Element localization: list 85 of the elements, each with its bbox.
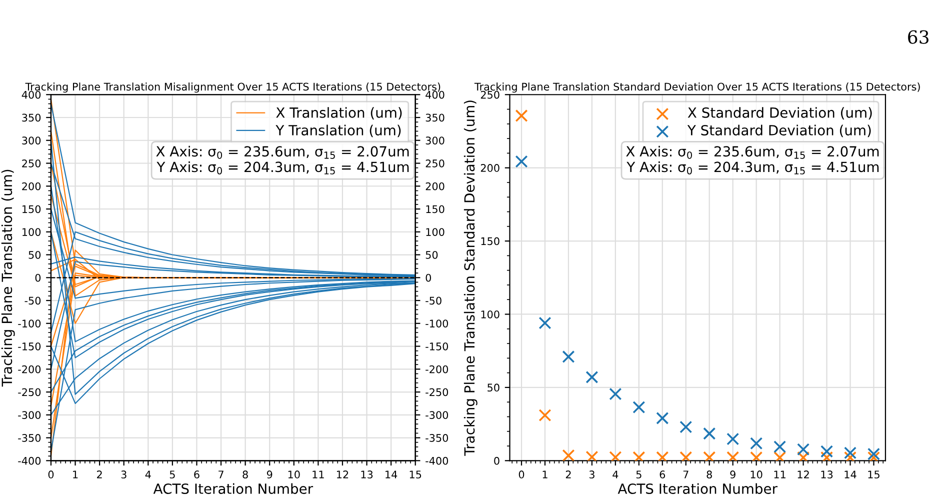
y2-tick-label: 300 xyxy=(426,136,444,144)
x-tick-label: 7 xyxy=(683,470,688,478)
x-tick-label: 14 xyxy=(386,470,398,478)
y2-tick-label: -200 xyxy=(426,365,448,374)
x-tick-label: 8 xyxy=(706,470,712,478)
y-tick-label: 50 xyxy=(488,384,500,392)
y-tick-label: 0 xyxy=(35,274,41,282)
text: 63 xyxy=(908,30,928,44)
x-tick-label: 13 xyxy=(361,470,373,478)
x-tick-label: 11 xyxy=(312,470,324,478)
y-tick-label: 150 xyxy=(481,237,500,246)
y2-tick-label: 250 xyxy=(426,159,444,168)
x-tick-label: 9 xyxy=(730,470,736,478)
y-tick-label: 400 xyxy=(22,90,41,99)
y2-tick-label: -400 xyxy=(426,456,448,465)
y-tick-label: -100 xyxy=(18,320,41,328)
chart-title: Tracking Plane Translation Misalignment Over 15 ACTS Iterations (15 Detectors) xyxy=(25,82,440,93)
y2-tick-label: -150 xyxy=(426,342,448,350)
x-tick-label: 6 xyxy=(194,470,200,478)
y2-tick-label: 100 xyxy=(426,228,444,236)
text: X Axis: σ$_{0}$ = 235.6um, σ$_{15}$ = 2.07um Y Axis: σ$_{0}$ = 204.3um, σ$_{15}$ = 4.51um xyxy=(156,146,409,174)
x-tick-label: 3 xyxy=(121,470,126,478)
x-tick-label: 12 xyxy=(798,470,809,478)
y2-tick-label: -50 xyxy=(426,296,442,305)
legend-label: X Translation (um) xyxy=(276,107,402,120)
y2-tick-label: 0 xyxy=(426,274,432,282)
y2-tick-label: -100 xyxy=(426,320,448,328)
x-tick-label: 15 xyxy=(868,470,880,478)
y-tick-label: 200 xyxy=(480,164,500,172)
x-tick-label: 12 xyxy=(337,470,348,478)
x-tick-label: 1 xyxy=(542,470,548,478)
y-tick-label: -150 xyxy=(18,342,41,350)
chart-title: Tracking Plane Translation Standard Deviation Over 15 ACTS Iterations (15 Detectors) xyxy=(474,82,920,93)
y-tick-label: 50 xyxy=(28,250,41,259)
y-tick-label: 250 xyxy=(480,90,500,99)
x-tick-label: 4 xyxy=(145,470,151,478)
y2-tick-label: -350 xyxy=(426,434,448,442)
x-tick-label: 1 xyxy=(73,470,78,478)
y2-tick-label: 400 xyxy=(426,90,444,99)
y-tick-label: -400 xyxy=(18,456,41,465)
y-tick-label: 250 xyxy=(22,159,41,168)
y-axis-title: Tracking Plane Translation Standard Deviation (um) xyxy=(464,100,478,456)
x-tick-label: 5 xyxy=(170,470,175,478)
y-tick-label: 0 xyxy=(494,456,500,465)
y-tick-label: -250 xyxy=(18,388,41,396)
y-tick-label: 100 xyxy=(22,228,41,236)
y-tick-label: 150 xyxy=(22,205,41,214)
y2-tick-label: 50 xyxy=(426,250,438,259)
x-tick-label: 10 xyxy=(750,470,762,478)
legend-label: Y Translation (um) xyxy=(276,124,401,138)
y-tick-label: -350 xyxy=(18,434,41,442)
y2-tick-label: -250 xyxy=(426,388,448,396)
x-tick-label: 13 xyxy=(821,470,833,478)
legend-label: Y Standard Deviation (um) xyxy=(687,124,871,138)
y-tick-label: 300 xyxy=(22,136,41,144)
x-tick-label: 7 xyxy=(218,470,224,478)
x-tick-label: 2 xyxy=(566,470,571,478)
y-tick-label: -300 xyxy=(18,411,41,419)
x-tick-label: 11 xyxy=(774,470,786,478)
legend-label: X Standard Deviation (um) xyxy=(688,107,872,120)
x-tick-label: 14 xyxy=(844,470,856,478)
x-tick-label: 15 xyxy=(410,470,422,478)
y-tick-label: 200 xyxy=(22,182,41,190)
y2-tick-label: 200 xyxy=(426,182,444,190)
x-tick-label: 4 xyxy=(612,470,618,478)
y2-tick-label: 350 xyxy=(426,114,444,122)
y2-tick-label: 150 xyxy=(426,205,444,214)
x-axis-title: ACTS Iteration Number xyxy=(618,483,778,494)
y-tick-label: -200 xyxy=(18,365,41,374)
x-tick-label: 10 xyxy=(288,470,300,478)
x-axis-title: ACTS Iteration Number xyxy=(153,483,314,494)
y-tick-label: 100 xyxy=(481,310,500,318)
x-tick-label: 3 xyxy=(589,470,594,478)
x-tick-label: 0 xyxy=(48,470,54,478)
text: X Axis: σ$_{0}$ = 235.6um, σ$_{15}$ = 2.07um Y Axis: σ$_{0}$ = 204.3um, σ$_{15}$ = 4.51um xyxy=(626,146,879,174)
y-tick-label: -50 xyxy=(24,296,41,305)
y2-tick-label: -300 xyxy=(426,411,448,419)
x-tick-label: 6 xyxy=(660,470,666,478)
x-tick-label: 8 xyxy=(242,470,248,478)
x-tick-label: 0 xyxy=(518,470,524,478)
y-tick-label: 350 xyxy=(22,114,41,122)
x-tick-label: 5 xyxy=(636,470,642,478)
y-axis-title: Tracking Plane Translation (um) xyxy=(1,170,15,387)
x-tick-label: 2 xyxy=(97,470,102,478)
x-tick-label: 9 xyxy=(266,470,272,478)
